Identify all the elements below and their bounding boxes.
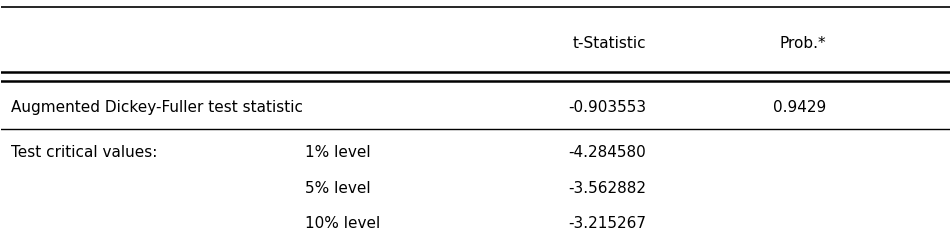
Text: 1% level: 1% level [305, 145, 371, 160]
Text: -0.903553: -0.903553 [568, 100, 646, 115]
Text: 10% level: 10% level [305, 216, 380, 231]
Text: 5% level: 5% level [305, 180, 371, 196]
Text: Prob.*: Prob.* [780, 36, 826, 51]
Text: -3.562882: -3.562882 [568, 180, 646, 196]
Text: 0.9429: 0.9429 [773, 100, 826, 115]
Text: -3.215267: -3.215267 [568, 216, 646, 231]
Text: t-Statistic: t-Statistic [573, 36, 646, 51]
Text: Test critical values:: Test critical values: [10, 145, 157, 160]
Text: -4.284580: -4.284580 [569, 145, 646, 160]
Text: Augmented Dickey-Fuller test statistic: Augmented Dickey-Fuller test statistic [10, 100, 302, 115]
